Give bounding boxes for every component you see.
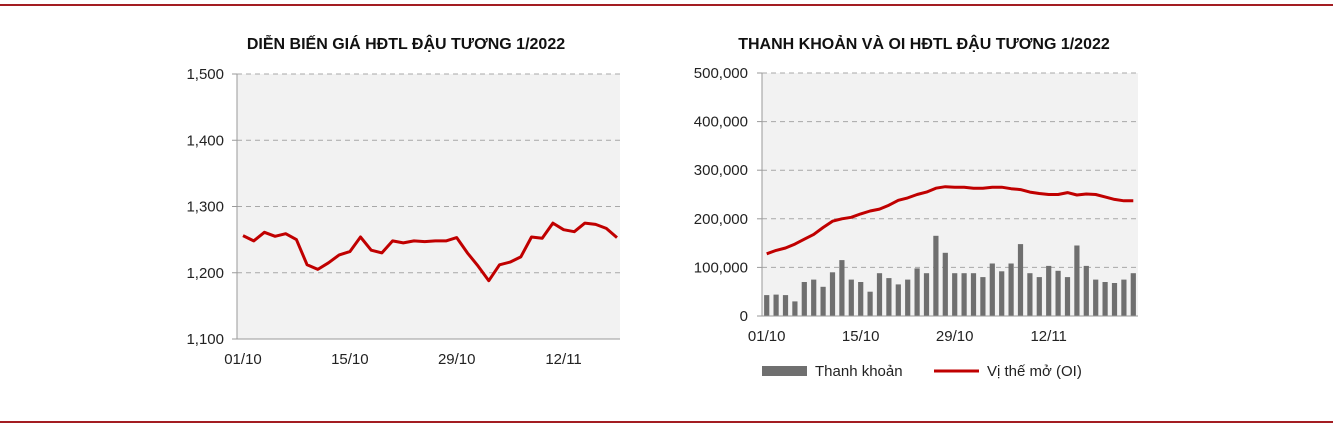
liquidity-bar — [829, 272, 836, 316]
liquidity-bar — [811, 279, 817, 316]
liquidity-bar — [867, 291, 873, 316]
liquidity-bar — [773, 294, 779, 316]
liquidity-x-tick-label: 12/11 — [1030, 328, 1066, 345]
liquidity-bar — [1130, 273, 1136, 316]
liquidity-bar — [801, 282, 807, 316]
price-y-tick-label: 1,400 — [186, 132, 224, 149]
liquidity-bar — [970, 273, 977, 316]
liquidity-bar — [1064, 277, 1071, 316]
liquidity-x-tick-label: 29/10 — [936, 328, 974, 345]
liquidity-bar — [914, 268, 920, 316]
legend-swatch-liquidity — [762, 366, 807, 376]
liquidity-oi-chart: THANH KHOẢN VÀ OI HĐTL ĐẬU TƯƠNG 1/2022 … — [694, 34, 1138, 380]
liquidity-bar — [1093, 279, 1099, 316]
price-y-ticks: 1,100 1,200 1,300 1,400 1,500 — [186, 66, 237, 348]
liquidity-bars — [764, 235, 1136, 316]
liquidity-bar — [764, 295, 770, 316]
legend-label-liquidity: Thanh khoản — [815, 363, 903, 380]
liquidity-x-tick-label: 01/10 — [748, 328, 786, 345]
price-chart-title: DIỄN BIẾN GIÁ HĐTL ĐẬU TƯƠNG 1/2022 — [247, 34, 565, 53]
liquidity-bar — [1017, 244, 1024, 316]
liquidity-bar — [980, 277, 986, 316]
liquidity-y-tick-label: 100,000 — [694, 259, 748, 276]
liquidity-bar — [1008, 263, 1014, 316]
liquidity-chart-title: THANH KHOẢN VÀ OI HĐTL ĐẬU TƯƠNG 1/2022 — [738, 34, 1110, 53]
price-x-tick-label: 01/10 — [224, 351, 262, 368]
liquidity-bar — [905, 279, 911, 316]
liquidity-bar — [1083, 265, 1089, 316]
liquidity-bar — [782, 295, 789, 316]
liquidity-bar — [848, 279, 854, 316]
liquidity-bar — [989, 263, 995, 316]
top-rule — [0, 4, 1333, 6]
bottom-rule — [0, 421, 1333, 423]
liquidity-bar — [999, 271, 1005, 316]
liquidity-bar — [876, 273, 883, 316]
liquidity-bar — [1036, 277, 1042, 316]
liquidity-y-tick-label: 500,000 — [694, 65, 748, 82]
price-chart: DIỄN BIẾN GIÁ HĐTL ĐẬU TƯƠNG 1/2022 1,10… — [186, 34, 620, 368]
price-x-ticks: 01/10 15/10 29/10 12/11 — [224, 351, 582, 368]
price-y-tick-label: 1,100 — [186, 331, 224, 348]
liquidity-bar — [1121, 279, 1127, 316]
liquidity-bar — [942, 252, 948, 316]
liquidity-y-tick-label: 300,000 — [694, 162, 748, 179]
liquidity-bar — [1055, 270, 1061, 316]
liquidity-bar — [923, 273, 930, 316]
price-x-tick-label: 29/10 — [438, 351, 476, 368]
liquidity-bar — [1111, 283, 1118, 316]
liquidity-bar — [886, 278, 892, 316]
price-y-tick-label: 1,200 — [186, 265, 224, 282]
liquidity-y-ticks: 0 100,000 200,000 300,000 400,000 500,000 — [694, 65, 762, 325]
liquidity-bar — [895, 284, 901, 316]
legend: Thanh khoản Vị thế mở (OI) — [762, 363, 1082, 380]
liquidity-bar — [1046, 265, 1052, 316]
liquidity-bar — [1074, 245, 1080, 316]
liquidity-bar — [839, 260, 845, 316]
liquidity-bar — [933, 235, 939, 316]
oi-line — [766, 185, 1134, 256]
liquidity-y-tick-label: 400,000 — [694, 114, 748, 131]
liquidity-bar — [1027, 273, 1033, 316]
liquidity-y-tick-label: 200,000 — [694, 211, 748, 228]
price-x-tick-label: 15/10 — [331, 351, 369, 368]
liquidity-x-ticks: 01/10 15/10 29/10 12/11 — [748, 328, 1067, 345]
liquidity-bar — [1102, 282, 1108, 316]
price-y-tick-label: 1,500 — [186, 66, 224, 83]
legend-label-oi: Vị thế mở (OI) — [987, 363, 1082, 380]
price-y-tick-label: 1,300 — [186, 199, 224, 216]
price-x-tick-label: 12/11 — [545, 351, 581, 368]
price-line — [242, 221, 618, 283]
liquidity-bar — [858, 282, 864, 316]
liquidity-x-tick-label: 15/10 — [842, 328, 880, 345]
liquidity-y-tick-label: 0 — [740, 308, 748, 325]
liquidity-bar — [961, 273, 967, 316]
liquidity-bar — [792, 301, 798, 316]
liquidity-bar — [820, 286, 826, 316]
liquidity-bar — [952, 273, 958, 316]
price-gridlines — [237, 73, 620, 274]
